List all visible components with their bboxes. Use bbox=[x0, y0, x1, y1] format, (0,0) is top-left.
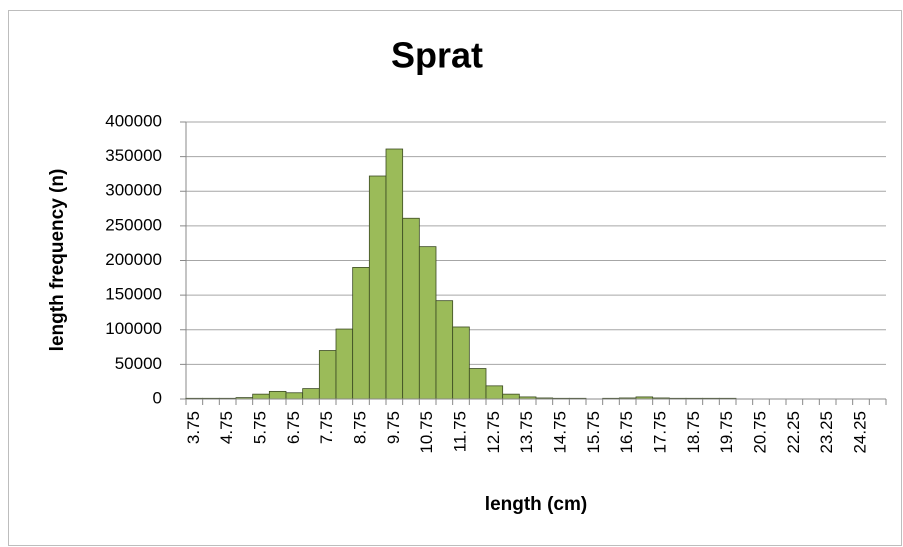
y-tick-label: 300000 bbox=[105, 181, 162, 200]
bar bbox=[452, 326, 470, 400]
bar bbox=[468, 368, 487, 400]
x-tick-label: 16.75 bbox=[617, 411, 636, 454]
bar bbox=[368, 175, 387, 400]
x-tick-label: 17.75 bbox=[650, 411, 669, 454]
x-tick-label: 19.75 bbox=[717, 411, 736, 454]
bar bbox=[485, 385, 504, 400]
bar bbox=[402, 217, 420, 400]
x-tick-label: 20.75 bbox=[750, 411, 769, 454]
bar bbox=[318, 350, 337, 400]
bar bbox=[302, 388, 320, 400]
x-tick-label: 11.75 bbox=[450, 411, 469, 452]
bar bbox=[335, 328, 354, 400]
y-tick-label: 150000 bbox=[105, 285, 162, 304]
x-tick-label: 6.75 bbox=[284, 411, 303, 444]
x-tick-label: 23.25 bbox=[817, 411, 836, 454]
x-tick-label: 12.75 bbox=[484, 411, 503, 454]
y-tick-label: 350000 bbox=[105, 146, 162, 165]
bar bbox=[418, 246, 437, 400]
chart-border bbox=[8, 10, 902, 546]
x-tick-label: 10.75 bbox=[417, 411, 436, 454]
bar bbox=[352, 267, 370, 400]
bar bbox=[285, 392, 304, 400]
y-tick-label: 250000 bbox=[105, 215, 162, 234]
x-tick-label: 4.75 bbox=[217, 411, 236, 444]
x-tick-label: 9.75 bbox=[384, 411, 403, 444]
x-tick-label: 7.75 bbox=[317, 411, 336, 444]
bar bbox=[385, 148, 404, 400]
x-tick-label: 8.75 bbox=[350, 411, 369, 444]
x-tick-label: 15.75 bbox=[584, 411, 603, 454]
x-tick-label: 5.75 bbox=[250, 411, 269, 444]
x-tick-label: 14.75 bbox=[550, 411, 569, 454]
x-tick-label: 3.75 bbox=[184, 411, 203, 444]
y-tick-label: 0 bbox=[153, 388, 162, 407]
x-tick-label: 18.75 bbox=[684, 411, 703, 454]
bar bbox=[502, 393, 520, 400]
y-tick-label: 200000 bbox=[105, 250, 162, 269]
bar bbox=[435, 300, 454, 400]
bar bbox=[252, 393, 270, 400]
y-tick-label: 400000 bbox=[105, 111, 162, 130]
bar bbox=[268, 390, 287, 400]
chart-title: Sprat bbox=[391, 35, 483, 76]
x-tick-label: 24.25 bbox=[850, 411, 869, 454]
x-tick-label: 13.75 bbox=[517, 411, 536, 454]
y-axis-title: length frequency (n) bbox=[47, 169, 68, 352]
y-tick-label: 50000 bbox=[115, 354, 162, 373]
x-axis-title: length (cm) bbox=[485, 494, 587, 515]
y-tick-label: 100000 bbox=[105, 319, 162, 338]
x-tick-label: 22.25 bbox=[784, 411, 803, 454]
